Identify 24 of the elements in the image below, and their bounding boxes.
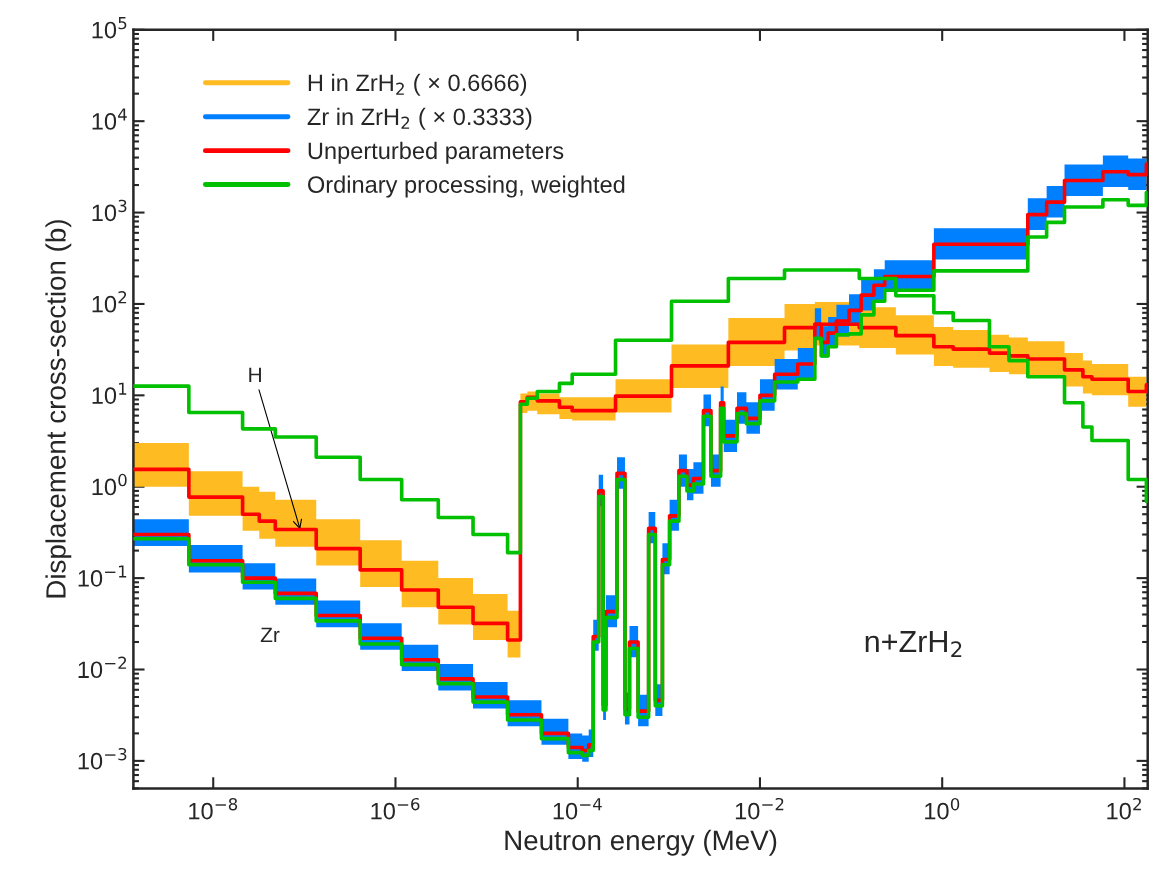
x-tick-label: 10$^{−2}$	[735, 797, 784, 820]
y-tick-label: 10$^{−3}$	[78, 747, 127, 770]
x-tick-label: 10$^{−6}$	[371, 797, 420, 820]
x-tick-label: 10$^{2}$	[1107, 797, 1141, 820]
y-tick-label: 10$^{−1}$	[78, 565, 127, 587]
y-tick-label: 10$^{3}$	[92, 199, 127, 222]
y-axis-title: Displacement cross-section (b)	[45, 220, 72, 598]
annotation: Zr	[260, 627, 280, 643]
annotation: n+ZrH$_{2}$	[865, 631, 962, 658]
x-axis-title: Neutron energy (MeV)	[505, 829, 777, 856]
y-tick-label: 10$^{0}$	[92, 473, 127, 496]
y-tick-label: 10$^{−2}$	[78, 656, 127, 679]
legend-label: Zr in ZrH$_{2}$ ( × 0.3333)	[307, 107, 532, 130]
legend-label: Unperturbed parameters	[308, 141, 564, 164]
y-tick-label: 10$^{4}$	[92, 108, 127, 130]
x-tick-label: 10$^{0}$	[925, 797, 960, 820]
legend-label: H in ZrH$_{2}$ ( × 0.6666)	[308, 73, 527, 96]
x-tick-label: 10$^{−4}$	[553, 798, 602, 820]
y-tick-label: 10$^{5}$	[92, 17, 127, 39]
y-tick-label: 10$^{2}$	[92, 291, 127, 313]
y-tick-label: 10$^{1}$	[92, 382, 127, 404]
legend-label: Ordinary processing, weighted	[308, 175, 625, 198]
annotation: H	[249, 367, 261, 383]
x-tick-label: 10$^{−8}$	[189, 797, 238, 820]
